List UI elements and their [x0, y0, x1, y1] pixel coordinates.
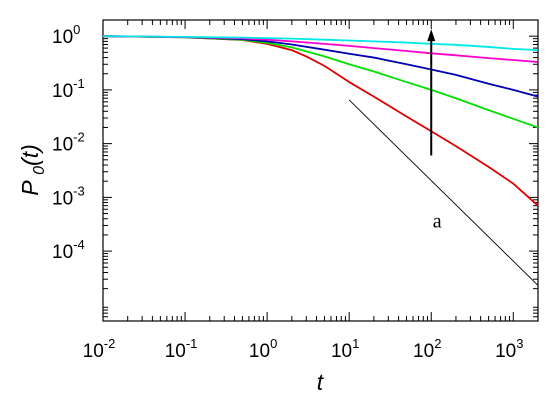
x-tick-label-exponent: 3 — [516, 336, 523, 351]
y-tick-label-exponent: -4 — [73, 237, 85, 252]
ticks — [102, 19, 539, 321]
y-tick-label: 10-3 — [52, 183, 85, 209]
annotation-label: a — [433, 210, 442, 232]
plot-frame — [102, 19, 539, 322]
y-tick-label-base: 10 — [52, 188, 73, 209]
x-tick-label-base: 10 — [495, 341, 516, 362]
x-tick-label: 100 — [249, 336, 277, 362]
y-tick-label-base: 10 — [52, 27, 73, 48]
x-tick-label: 102 — [413, 336, 441, 362]
y-axis-title-subscript: 0 — [31, 166, 48, 175]
x-tick-label-base: 10 — [413, 341, 434, 362]
series-group — [102, 35, 539, 207]
x-tick-label-base: 10 — [165, 341, 186, 362]
x-tick-label: 10-2 — [83, 336, 116, 362]
y-tick-label-base: 10 — [52, 135, 73, 156]
x-tick-label: 103 — [495, 336, 523, 362]
y-tick-label-exponent: -2 — [73, 130, 85, 145]
reference-line — [348, 99, 539, 286]
series-line-5 — [102, 35, 539, 52]
arrow-head — [427, 29, 436, 42]
x-tick-label-base: 10 — [331, 341, 352, 362]
y-tick-label-exponent: -3 — [73, 183, 85, 198]
y-tick-label: 10-4 — [52, 237, 85, 263]
y-axis-title-text: P — [17, 180, 43, 196]
x-tick-label-base: 10 — [249, 341, 270, 362]
series-line-3 — [102, 35, 539, 98]
y-axis-title-rest: (t) — [17, 144, 43, 166]
y-tick-label-exponent: 0 — [73, 22, 80, 37]
y-tick-label-base: 10 — [52, 242, 73, 263]
y-tick-label-base: 10 — [52, 81, 73, 102]
x-tick-label: 101 — [331, 336, 359, 362]
y-axis-title: P 0(t) — [17, 144, 48, 196]
series-line-1 — [102, 35, 539, 207]
x-tick-label-exponent: -2 — [104, 336, 116, 351]
y-tick-label: 100 — [52, 22, 80, 48]
x-tick-label-exponent: 0 — [270, 336, 277, 351]
y-tick-label: 10-2 — [52, 130, 85, 156]
x-tick-label: 10-1 — [165, 336, 198, 362]
y-tick-label-exponent: -1 — [73, 76, 85, 91]
x-tick-label-exponent: 2 — [434, 336, 441, 351]
x-tick-label-base: 10 — [83, 341, 104, 362]
x-tick-label-exponent: 1 — [352, 336, 359, 351]
overlay: a — [348, 29, 539, 286]
x-axis-title: t — [317, 369, 325, 395]
y-tick-label: 10-1 — [52, 76, 85, 102]
x-tick-label-exponent: -1 — [186, 336, 198, 351]
